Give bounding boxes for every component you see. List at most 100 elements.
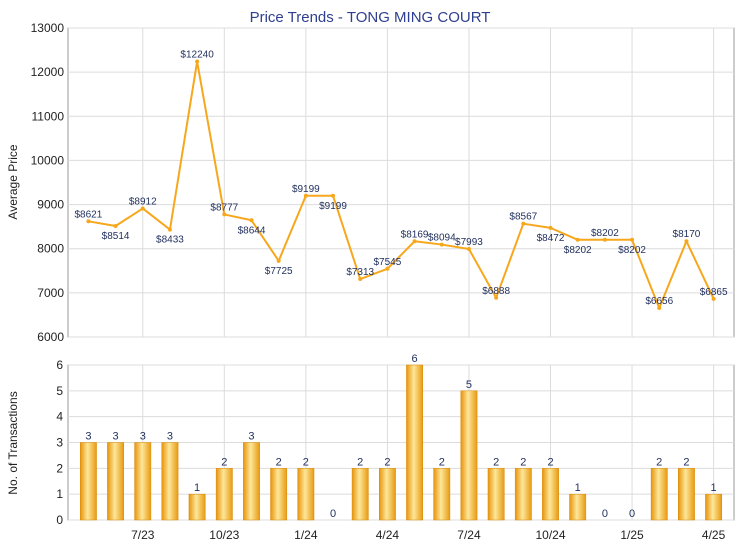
transaction-bar-label: 1 xyxy=(575,482,581,494)
transaction-bar-label: 2 xyxy=(357,456,363,468)
transaction-bar-label: 1 xyxy=(711,482,717,494)
price-point xyxy=(358,277,363,282)
transaction-bar-label: 3 xyxy=(113,431,119,443)
transaction-bar xyxy=(705,493,723,521)
transactions-y-tick-label: 3 xyxy=(56,436,63,450)
price-y-tick-label: 8000 xyxy=(37,242,64,256)
transaction-bar-label: 3 xyxy=(85,431,91,443)
price-data-label: $8169 xyxy=(401,229,429,240)
price-data-label: $7313 xyxy=(346,267,374,278)
transaction-bar xyxy=(569,493,587,521)
transactions-y-tick-label: 5 xyxy=(56,384,63,398)
x-tick-label: 7/24 xyxy=(457,528,481,542)
transaction-bar-label: 0 xyxy=(330,508,336,520)
transaction-bar xyxy=(107,442,124,521)
transaction-bar-label: 0 xyxy=(629,508,635,520)
price-point xyxy=(249,218,254,223)
price-point xyxy=(466,247,471,252)
x-tick-label: 1/24 xyxy=(294,528,318,542)
price-point xyxy=(195,59,200,64)
transaction-bar xyxy=(379,468,396,521)
transaction-bar xyxy=(487,468,505,521)
price-data-label: $9199 xyxy=(292,184,320,195)
transaction-bar-label: 2 xyxy=(520,456,526,468)
price-y-tick-label: 11000 xyxy=(32,109,65,123)
transaction-bar xyxy=(161,442,179,521)
transaction-bar-label: 2 xyxy=(656,456,662,468)
price-panel: 6000 7000 8000 9000 10000 11000 12000 13000 $862… xyxy=(31,21,735,344)
price-point xyxy=(711,296,716,301)
transactions-y-tick-label: 0 xyxy=(56,513,63,527)
price-data-label: $8202 xyxy=(564,245,592,256)
price-point xyxy=(602,237,607,242)
price-y-tick-label: 6000 xyxy=(37,330,64,344)
transaction-bar xyxy=(79,442,97,521)
price-data-label: $7725 xyxy=(265,266,293,277)
price-data-label: $8472 xyxy=(537,233,565,244)
price-point xyxy=(140,206,145,211)
price-point xyxy=(548,225,553,230)
transaction-bar-label: 2 xyxy=(221,456,227,468)
price-plot-frame xyxy=(67,27,735,338)
transaction-bar xyxy=(650,468,668,521)
transaction-bar-label: 1 xyxy=(194,482,200,494)
transactions-y-tick-label: 1 xyxy=(56,487,63,501)
price-point xyxy=(684,239,689,244)
price-point xyxy=(303,193,308,198)
price-data-label: $8567 xyxy=(509,212,537,223)
price-y-tick-label: 10000 xyxy=(31,153,65,167)
transaction-bar xyxy=(243,442,260,521)
transaction-bar-label: 3 xyxy=(140,431,146,443)
price-point xyxy=(331,193,336,198)
transactions-y-tick-label: 6 xyxy=(56,358,63,372)
price-point xyxy=(276,258,281,263)
transaction-bar xyxy=(433,468,451,521)
transaction-bar xyxy=(297,468,315,521)
price-point xyxy=(385,266,390,271)
transactions-y-tick-label: 4 xyxy=(56,410,63,424)
price-data-label: $8514 xyxy=(102,231,130,242)
price-point xyxy=(494,295,499,300)
price-y-tick-label: 9000 xyxy=(37,198,64,212)
price-data-label: $9199 xyxy=(319,201,347,212)
price-data-label: $8912 xyxy=(129,196,157,207)
transaction-bar xyxy=(406,364,423,521)
price-data-label: $8777 xyxy=(210,202,238,213)
transaction-bar xyxy=(215,468,233,521)
transaction-bar xyxy=(270,468,288,521)
price-data-label: $8433 xyxy=(156,235,184,246)
price-series-line xyxy=(88,60,715,310)
price-y-tick-label: 12000 xyxy=(31,65,65,79)
transaction-bar xyxy=(678,468,695,521)
transactions-axis-title: No. of Transactions xyxy=(6,391,20,494)
transactions-y-tick-label: 2 xyxy=(56,461,63,475)
transaction-bar-label: 2 xyxy=(384,456,390,468)
transaction-bar-label: 2 xyxy=(303,456,309,468)
price-point xyxy=(575,237,580,242)
x-tick-label: 10/24 xyxy=(535,528,565,542)
transaction-bar xyxy=(134,442,152,521)
x-tick-label: 7/23 xyxy=(131,528,155,542)
price-point xyxy=(222,212,227,217)
price-data-label: $8202 xyxy=(618,245,646,256)
price-point xyxy=(167,227,172,232)
price-point xyxy=(412,239,417,244)
price-data-label: $12240 xyxy=(180,50,214,61)
price-data-label: $7545 xyxy=(374,257,402,268)
transaction-bar xyxy=(542,468,559,521)
x-tick-label: 4/25 xyxy=(702,528,726,542)
transaction-bar xyxy=(188,493,206,521)
x-tick-label: 1/25 xyxy=(620,528,644,542)
transaction-bar xyxy=(351,468,369,521)
transaction-bar-label: 2 xyxy=(547,456,553,468)
x-tick-label: 4/24 xyxy=(376,528,400,542)
transaction-bar-label: 2 xyxy=(276,456,282,468)
transaction-bar-label: 3 xyxy=(167,431,173,443)
price-data-label: $6888 xyxy=(482,286,510,297)
price-data-label: $8094 xyxy=(428,233,456,244)
price-data-label: $7993 xyxy=(455,237,483,248)
transaction-bar-label: 2 xyxy=(493,456,499,468)
price-point xyxy=(439,242,444,247)
transactions-panel: 0 1 2 3 4 5 6 7/23 10/23 1/24 4/24 7/24 10/24 1/25 4/2… xyxy=(56,353,735,542)
price-axis-title: Average Price xyxy=(6,144,20,219)
